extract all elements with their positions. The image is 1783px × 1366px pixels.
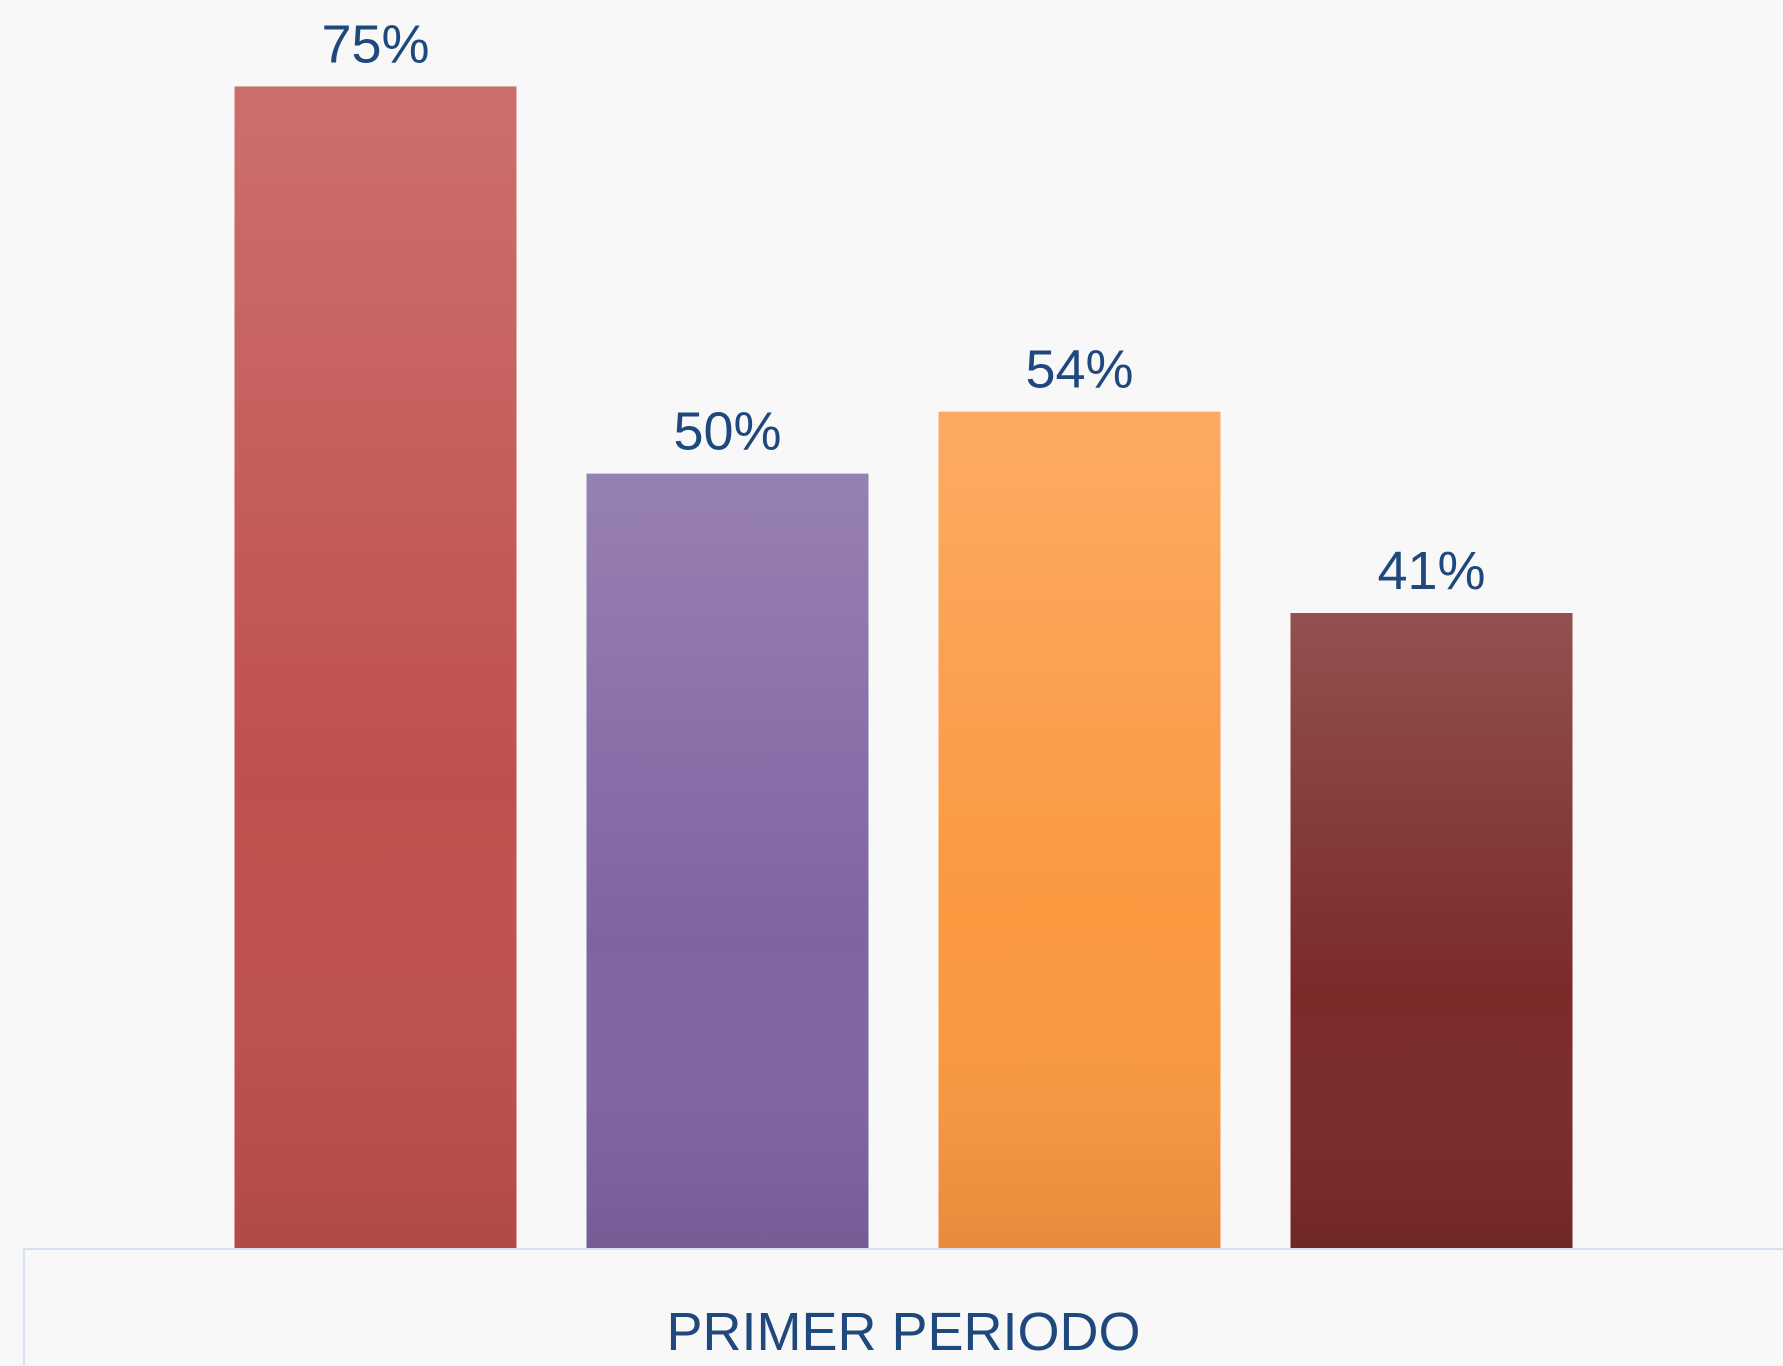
data-label: 41% xyxy=(1377,541,1485,601)
data-label: 54% xyxy=(1025,340,1133,400)
x-tick-label: PRIMER PERIODO xyxy=(666,1302,1140,1362)
data-label: 75% xyxy=(321,14,429,74)
bar-shade xyxy=(234,86,517,1248)
bar-shade xyxy=(1290,613,1573,1248)
data-label: 50% xyxy=(673,402,781,462)
category-axis-box xyxy=(23,1248,1783,1366)
bar-shade xyxy=(586,473,869,1248)
bar-shade xyxy=(938,411,1221,1248)
